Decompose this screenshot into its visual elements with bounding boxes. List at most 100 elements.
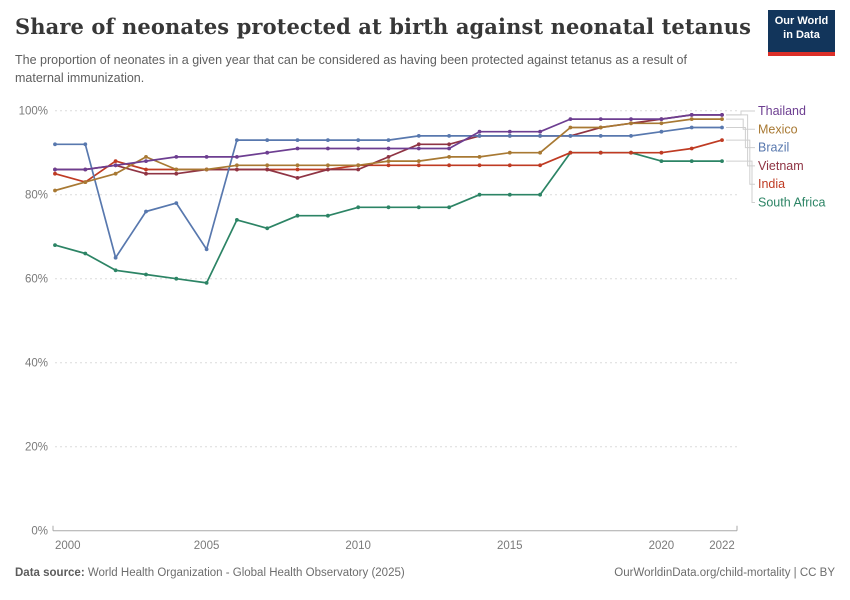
point-brazil-2017[interactable] (568, 134, 573, 138)
legend-label-vietnam[interactable]: Vietnam (758, 159, 804, 173)
point-india-2003[interactable] (144, 167, 148, 172)
point-thailand-2010[interactable] (356, 146, 361, 151)
point-india-2011[interactable] (386, 163, 391, 168)
point-thailand-2011[interactable] (386, 146, 391, 151)
point-india-2021[interactable] (689, 146, 694, 151)
point-brazil-2019[interactable] (629, 134, 633, 138)
point-india-2019[interactable] (629, 150, 633, 155)
point-mexico-2000[interactable] (53, 188, 57, 193)
point-vietnam-2003[interactable] (144, 171, 148, 176)
point-thailand-2015[interactable] (507, 129, 512, 134)
point-brazil-2001[interactable] (83, 142, 88, 147)
point-thailand-2018[interactable] (598, 117, 603, 121)
point-mexico-2008[interactable] (295, 163, 300, 168)
point-south-africa-2021[interactable] (689, 159, 694, 164)
point-india-2020[interactable] (659, 150, 664, 155)
point-india-2018[interactable] (598, 150, 603, 155)
point-india-2013[interactable] (447, 163, 451, 168)
point-brazil-2006[interactable] (235, 138, 239, 143)
legend-label-india[interactable]: India (758, 177, 785, 191)
point-thailand-2009[interactable] (326, 146, 330, 151)
point-south-africa-2004[interactable] (174, 276, 179, 281)
point-brazil-2004[interactable] (174, 201, 179, 206)
point-india-2008[interactable] (295, 167, 300, 172)
point-india-2012[interactable] (416, 163, 421, 168)
point-mexico-2003[interactable] (144, 155, 148, 159)
point-mexico-2014[interactable] (477, 155, 482, 159)
point-india-2002[interactable] (113, 159, 118, 164)
point-brazil-2009[interactable] (326, 138, 330, 143)
point-vietnam-2006[interactable] (235, 167, 239, 172)
point-vietnam-2007[interactable] (265, 167, 270, 172)
point-thailand-2019[interactable] (629, 117, 633, 121)
point-south-africa-2008[interactable] (295, 213, 300, 218)
point-vietnam-2011[interactable] (386, 155, 391, 159)
point-thailand-2008[interactable] (295, 146, 300, 151)
point-brazil-2012[interactable] (416, 134, 421, 138)
point-brazil-2003[interactable] (144, 209, 148, 214)
point-vietnam-2009[interactable] (326, 167, 330, 172)
point-south-africa-2003[interactable] (144, 272, 148, 277)
point-brazil-2002[interactable] (113, 255, 118, 260)
legend-label-mexico[interactable]: Mexico (758, 122, 798, 136)
point-vietnam-2013[interactable] (447, 142, 451, 147)
point-india-2022[interactable] (720, 138, 724, 143)
point-thailand-2017[interactable] (568, 117, 573, 121)
point-south-africa-2014[interactable] (477, 192, 482, 197)
point-mexico-2006[interactable] (235, 163, 239, 168)
point-mexico-2002[interactable] (113, 171, 118, 176)
point-brazil-2016[interactable] (538, 134, 542, 138)
point-mexico-2013[interactable] (447, 155, 451, 159)
point-mexico-2015[interactable] (507, 150, 512, 155)
point-south-africa-2006[interactable] (235, 218, 239, 222)
owid-link[interactable]: OurWorldinData.org/child-mortality | CC … (614, 567, 835, 579)
point-mexico-2009[interactable] (326, 163, 330, 168)
point-brazil-2013[interactable] (447, 134, 451, 138)
points-brazil[interactable] (53, 125, 724, 260)
point-brazil-2021[interactable] (689, 125, 694, 130)
point-south-africa-2012[interactable] (416, 205, 421, 210)
point-mexico-2010[interactable] (356, 163, 361, 168)
point-mexico-2017[interactable] (568, 125, 573, 130)
point-thailand-2005[interactable] (204, 155, 209, 159)
point-brazil-2010[interactable] (356, 138, 361, 143)
point-india-2016[interactable] (538, 163, 542, 168)
line-south-africa[interactable] (54, 151, 723, 284)
point-india-2017[interactable] (568, 150, 573, 155)
point-thailand-2016[interactable] (538, 129, 542, 134)
point-brazil-2014[interactable] (477, 134, 482, 138)
point-thailand-2014[interactable] (477, 129, 482, 134)
point-brazil-2015[interactable] (507, 134, 512, 138)
points-thailand[interactable] (53, 113, 724, 172)
point-thailand-2013[interactable] (447, 146, 451, 151)
point-thailand-2002[interactable] (113, 163, 118, 168)
point-india-2014[interactable] (477, 163, 482, 168)
point-thailand-2012[interactable] (416, 146, 421, 151)
point-thailand-2000[interactable] (53, 167, 57, 172)
point-south-africa-2001[interactable] (83, 251, 88, 256)
point-south-africa-2002[interactable] (113, 268, 118, 273)
point-thailand-2004[interactable] (174, 155, 179, 159)
point-india-2000[interactable] (53, 171, 57, 176)
point-mexico-2007[interactable] (265, 163, 270, 168)
point-mexico-2016[interactable] (538, 150, 542, 155)
points-south-africa[interactable] (53, 150, 724, 285)
point-south-africa-2005[interactable] (204, 281, 209, 285)
point-south-africa-2016[interactable] (538, 192, 542, 197)
point-vietnam-2008[interactable] (295, 176, 300, 180)
point-india-2015[interactable] (507, 163, 512, 168)
point-south-africa-2015[interactable] (507, 192, 512, 197)
point-brazil-2007[interactable] (265, 138, 270, 143)
point-brazil-2000[interactable] (53, 142, 57, 147)
point-brazil-2022[interactable] (720, 125, 724, 130)
point-south-africa-2020[interactable] (659, 159, 664, 164)
point-thailand-2020[interactable] (659, 117, 664, 121)
point-brazil-2008[interactable] (295, 138, 300, 143)
point-south-africa-2007[interactable] (265, 226, 270, 231)
point-south-africa-2010[interactable] (356, 205, 361, 210)
point-south-africa-2009[interactable] (326, 213, 330, 218)
point-brazil-2011[interactable] (386, 138, 391, 143)
legend-label-thailand[interactable]: Thailand (758, 104, 806, 118)
line-mexico[interactable] (54, 118, 723, 192)
point-mexico-2012[interactable] (416, 159, 421, 164)
